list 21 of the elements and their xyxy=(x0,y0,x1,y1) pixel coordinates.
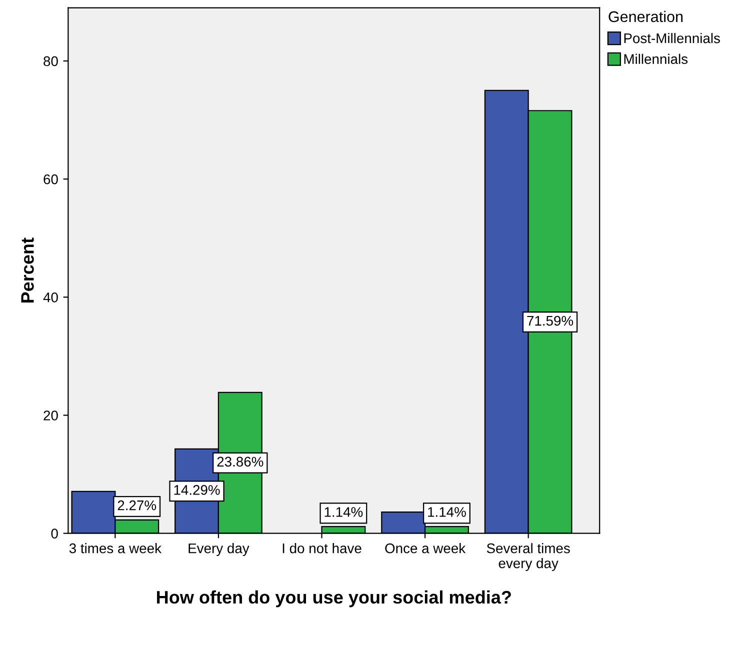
data-label: 14.29% xyxy=(174,485,220,495)
data-label: 71.59% xyxy=(527,316,574,326)
x-tick-label: Several times every day xyxy=(486,543,570,571)
legend-label: Millennials xyxy=(624,54,688,64)
legend-title: Generation xyxy=(608,10,683,22)
legend-label: Post-Millennials xyxy=(624,32,720,44)
x-tick-label: Every day xyxy=(188,543,250,556)
x-tick-label: I do not have xyxy=(282,543,362,554)
x-tick-label: Once a week xyxy=(385,543,466,554)
x-tick-label: 3 times a week xyxy=(69,543,162,554)
data-label: 23.86% xyxy=(217,456,264,467)
y-tick-label: 0 xyxy=(51,528,58,539)
y-tick-label: 80 xyxy=(44,56,58,66)
data-label: 1.14% xyxy=(428,507,466,517)
y-tick-label: 60 xyxy=(44,174,58,184)
y-axis-title: Percent xyxy=(21,238,34,302)
y-tick-label: 40 xyxy=(43,292,58,302)
data-label: 2.27% xyxy=(118,500,156,510)
data-label: 1.14% xyxy=(324,507,363,517)
x-axis-title: How often do you use your social media? xyxy=(157,590,511,608)
y-tick-label: 20 xyxy=(44,410,58,420)
